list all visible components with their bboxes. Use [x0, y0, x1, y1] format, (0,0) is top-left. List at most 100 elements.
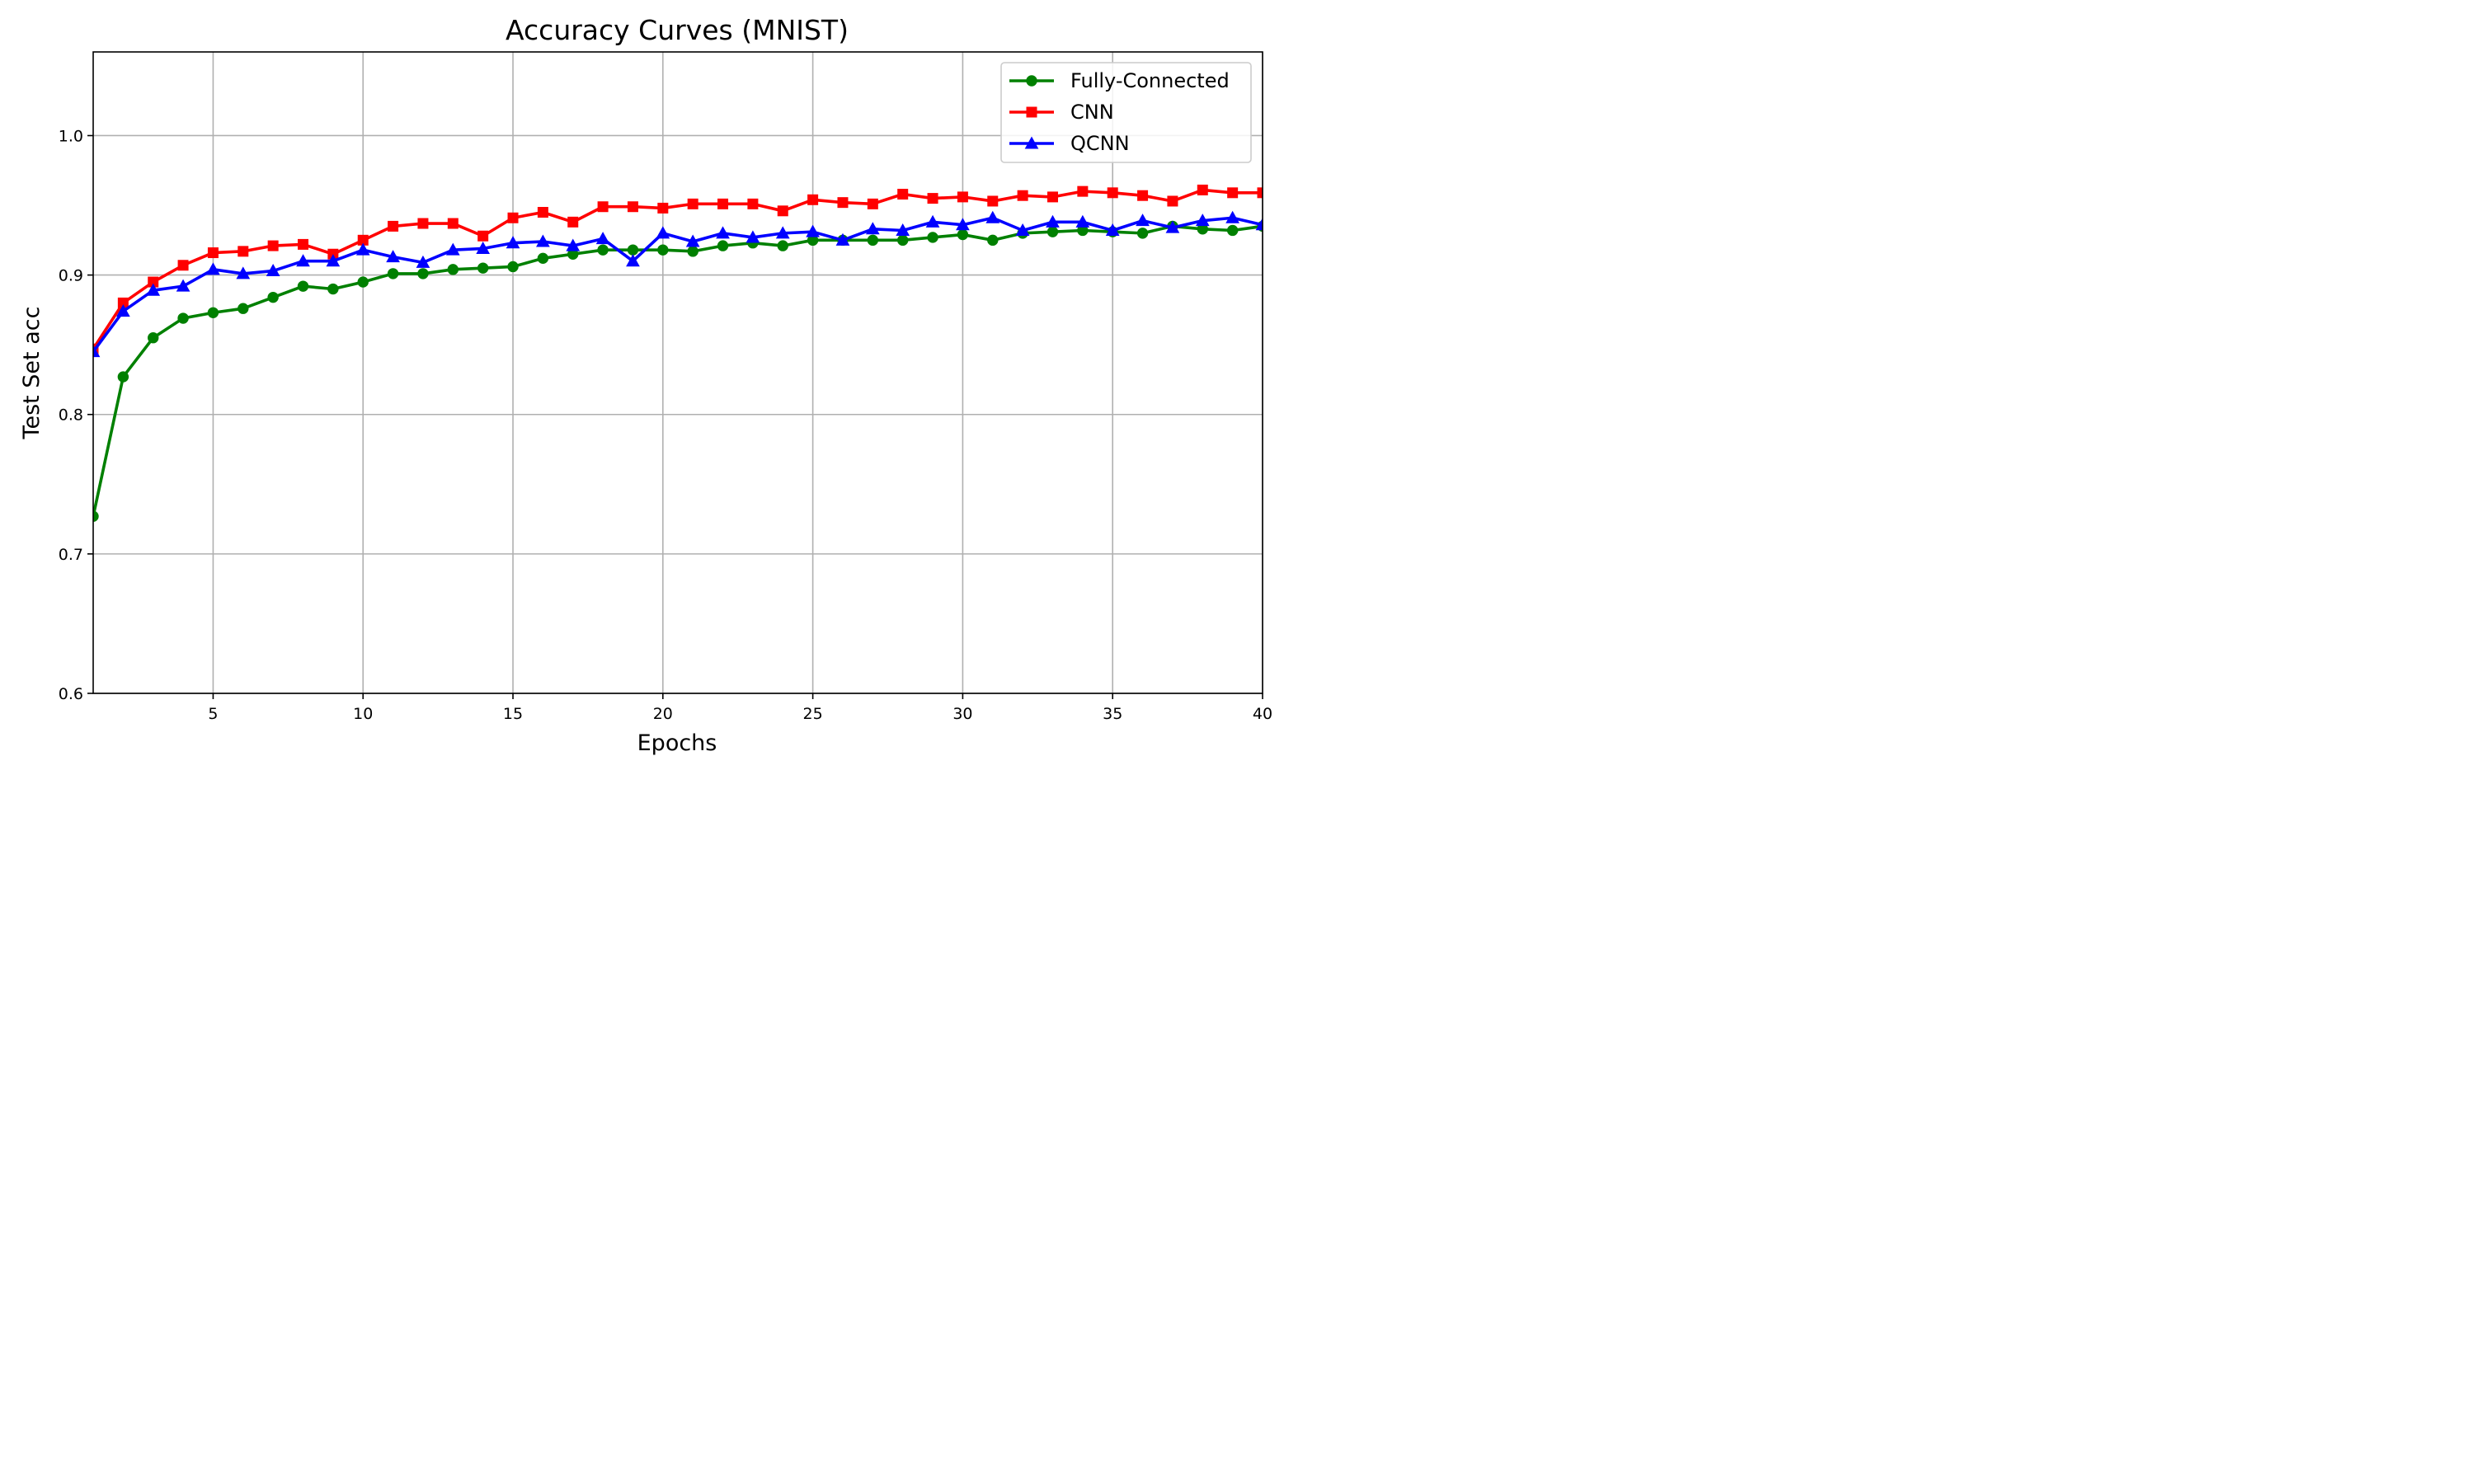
legend-item: CNN: [1009, 101, 1114, 124]
data-point: [626, 254, 640, 267]
data-point: [177, 260, 189, 271]
data-point: [537, 207, 548, 218]
data-point: [597, 201, 609, 213]
series-qcnn: [93, 210, 1263, 358]
data-point: [687, 246, 698, 257]
data-point: [536, 234, 550, 247]
data-point: [1167, 195, 1178, 207]
data-point: [897, 189, 909, 200]
data-point: [146, 283, 161, 296]
data-point: [957, 191, 968, 203]
data-point: [537, 252, 549, 265]
data-point: [867, 198, 878, 209]
y-axis-label: Test Set acc: [19, 307, 45, 440]
data-point: [447, 218, 459, 229]
data-point: [416, 255, 430, 268]
legend-box: [1000, 62, 1252, 163]
data-point: [148, 332, 159, 344]
data-point: [1107, 187, 1118, 199]
data-point: [775, 226, 790, 239]
data-point: [507, 261, 519, 273]
data-point: [867, 234, 879, 247]
data-point: [355, 242, 370, 256]
plot-frame: [92, 51, 1263, 694]
data-point: [1017, 190, 1028, 201]
data-point: [476, 241, 491, 254]
data-point: [566, 238, 581, 251]
data-point: [716, 226, 730, 239]
x-tick-label: 30: [952, 705, 972, 723]
data-point: [657, 202, 669, 214]
legend-label: CNN: [1070, 101, 1114, 124]
legend-marker: [1026, 75, 1037, 87]
data-point: [927, 193, 938, 204]
data-point: [477, 262, 489, 274]
x-tick-label: 25: [803, 705, 823, 723]
data-point: [987, 234, 999, 247]
data-point: [745, 230, 760, 243]
data-point: [357, 276, 369, 288]
series-cnn: [93, 184, 1263, 355]
data-point: [266, 264, 280, 277]
data-point: [927, 232, 938, 243]
data-point: [1047, 191, 1058, 203]
data-point: [865, 222, 880, 235]
data-point: [1195, 214, 1210, 227]
accuracy-chart: 5 10 15 20 25 30 35 40 0.6 0.7 0.8 0.9 1.0 Accuracy …: [19, 14, 1272, 756]
data-point: [1197, 184, 1208, 195]
data-point: [747, 198, 759, 209]
x-tick-label: 20: [653, 705, 673, 723]
data-point: [957, 228, 969, 241]
chart-title: Accuracy Curves (MNIST): [506, 14, 849, 46]
data-point: [896, 223, 910, 236]
series-line: [93, 188, 1263, 350]
data-point: [207, 307, 219, 318]
data-point: [177, 312, 189, 324]
data-point: [597, 244, 609, 256]
y-tick-label: 0.6: [59, 685, 83, 703]
data-point: [116, 304, 130, 317]
legend-label: QCNN: [1070, 132, 1130, 155]
data-point: [956, 218, 970, 231]
data-point: [985, 210, 1000, 223]
data-point: [1227, 187, 1239, 199]
data-point: [417, 218, 429, 229]
x-axis-label: Epochs: [637, 730, 717, 756]
data-point: [806, 224, 820, 237]
data-point: [1047, 226, 1059, 237]
data-point: [267, 291, 279, 303]
x-tick-label: 40: [1253, 705, 1272, 723]
y-tick-label: 0.8: [59, 406, 83, 425]
data-point: [777, 240, 788, 251]
data-point: [777, 205, 788, 217]
data-point: [387, 268, 399, 279]
series-lines: [93, 184, 1263, 522]
data-point: [656, 226, 670, 239]
x-tick-label: 15: [503, 705, 523, 723]
data-point: [447, 264, 459, 275]
data-point: [896, 234, 909, 247]
data-point: [685, 234, 700, 247]
data-point: [117, 371, 129, 383]
data-point: [93, 345, 101, 358]
data-point: [627, 244, 639, 256]
data-point: [326, 254, 341, 267]
y-tick-label: 0.7: [59, 546, 83, 564]
data-point: [595, 232, 610, 245]
legend-item: Fully-Connected: [1009, 69, 1230, 92]
chart-container: 5 10 15 20 25 30 35 40 0.6 0.7 0.8 0.9 1.0 Accuracy …: [0, 0, 1288, 773]
axis-ticks: 5 10 15 20 25 30 35 40 0.6 0.7 0.8 0.9 1.0: [59, 127, 1272, 723]
data-point: [238, 246, 249, 257]
x-tick-label: 35: [1103, 705, 1122, 723]
data-point: [238, 303, 249, 314]
data-point: [1015, 223, 1030, 236]
data-point: [506, 236, 520, 249]
data-point: [386, 250, 400, 263]
y-tick-label: 1.0: [59, 127, 83, 145]
data-point: [176, 279, 190, 292]
data-point: [1077, 186, 1089, 197]
data-point: [236, 266, 251, 279]
data-point: [717, 240, 729, 251]
data-point: [296, 254, 310, 267]
data-point: [1226, 224, 1239, 237]
